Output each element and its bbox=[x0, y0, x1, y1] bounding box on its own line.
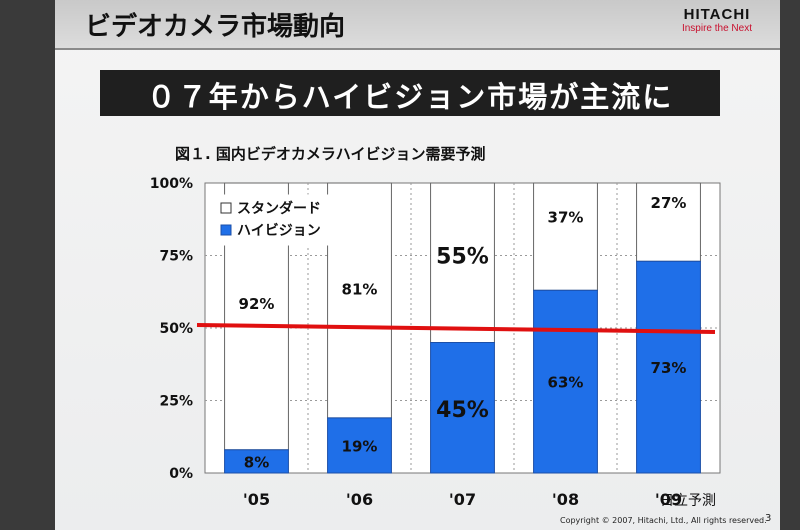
slide-title: ビデオカメラ市場動向 bbox=[85, 12, 346, 42]
logo-tagline: Inspire the Next bbox=[681, 23, 752, 34]
x-category-label: '06 bbox=[346, 490, 373, 509]
data-label-standard: 27% bbox=[651, 194, 687, 212]
y-tick-label: 25% bbox=[159, 394, 193, 410]
logo-name: HITACHI bbox=[683, 6, 751, 23]
data-label-hivision: 8% bbox=[244, 453, 269, 471]
reference-line-50 bbox=[196, 323, 716, 334]
headline: ０７年からハイビジョン市場が主流に bbox=[146, 80, 674, 114]
bar-hivision bbox=[327, 417, 392, 474]
forecast-note: 日立予測 bbox=[660, 493, 716, 509]
data-label-standard: 55% bbox=[436, 245, 489, 270]
bar-standard bbox=[533, 182, 598, 291]
x-category-label: '09 bbox=[655, 490, 682, 509]
y-tick-label: 100% bbox=[150, 176, 193, 192]
data-label-hivision: 63% bbox=[548, 374, 584, 392]
y-tick-label: 0% bbox=[169, 466, 193, 482]
x-category-label: '08 bbox=[552, 490, 579, 509]
legend-swatch-hivision bbox=[220, 224, 232, 236]
data-label-hivision: 73% bbox=[651, 359, 687, 377]
slide-header: ビデオカメラ市場動向 HITACHI Inspire the Next bbox=[55, 0, 780, 50]
chart-title: 図１. 国内ビデオカメラハイビジョン需要予測 bbox=[175, 145, 486, 163]
bar-standard bbox=[636, 182, 701, 262]
data-label-hivision: 45% bbox=[436, 398, 489, 423]
copyright: Copyright © 2007, Hitachi, Ltd., All rig… bbox=[560, 516, 767, 525]
y-tick-label: 75% bbox=[159, 249, 193, 265]
bar-hivision bbox=[224, 449, 289, 474]
slide: ビデオカメラ市場動向 HITACHI Inspire the Next ０７年か… bbox=[55, 0, 780, 530]
headline-box: ０７年からハイビジョン市場が主流に bbox=[100, 70, 720, 116]
bar-hivision bbox=[533, 289, 598, 474]
bar-hivision bbox=[430, 342, 495, 474]
page-number: 3 bbox=[765, 513, 772, 524]
y-tick-label: 50% bbox=[159, 321, 193, 337]
data-label-standard: 37% bbox=[548, 209, 584, 227]
hitachi-logo: HITACHI Inspire the Next bbox=[682, 6, 752, 34]
legend-label-standard: スタンダード bbox=[237, 200, 321, 217]
x-category-label: '05 bbox=[243, 490, 270, 509]
bar-standard bbox=[430, 182, 495, 343]
bar-hivision bbox=[636, 260, 701, 474]
legend-label-hivision: ハイビジョン bbox=[237, 223, 321, 239]
x-category-label: '07 bbox=[449, 490, 476, 509]
legend-swatch-standard bbox=[220, 202, 232, 214]
legend-box bbox=[216, 194, 358, 246]
data-label-standard: 81% bbox=[342, 281, 378, 299]
data-label-hivision: 19% bbox=[342, 437, 378, 455]
stacked-bar-chart: 0% 25% 50% 75% 100% 8% 92% '05 19% 81% '06 45% 55% '0… bbox=[150, 176, 721, 509]
data-label-standard: 92% bbox=[239, 295, 275, 313]
